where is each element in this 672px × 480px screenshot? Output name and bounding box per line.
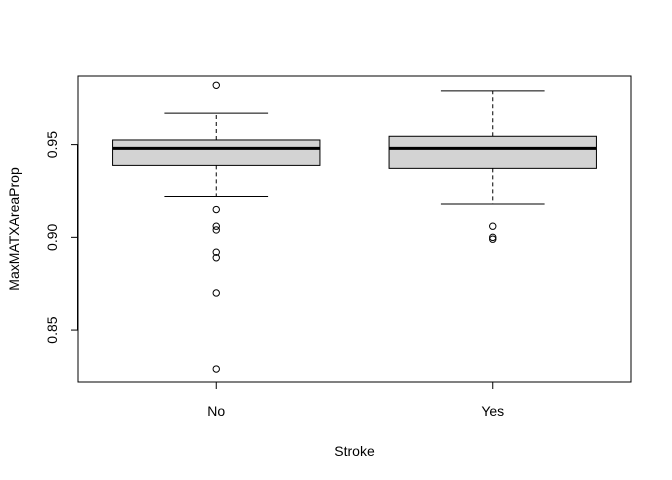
outlier-point <box>212 205 220 214</box>
box-group-no <box>112 81 321 373</box>
x-axis: No Yes <box>207 381 504 419</box>
iqr-box <box>388 135 597 169</box>
outlier-point <box>489 222 497 230</box>
outlier-point <box>489 235 497 243</box>
iqr-box <box>112 139 321 166</box>
outlier-point <box>212 365 220 373</box>
y-axis-label: MaxMATXAreaProp <box>6 167 22 291</box>
box-group-yes <box>388 90 597 243</box>
outlier-point <box>212 254 220 262</box>
y-tick-label: 0.90 <box>44 224 60 251</box>
plot-frame <box>77 75 632 383</box>
x-tick-label: Yes <box>481 403 504 419</box>
y-tick-label: 0.85 <box>44 316 60 343</box>
outlier-point <box>212 81 220 89</box>
y-tick-label: 0.95 <box>44 131 60 158</box>
box-series <box>112 81 597 373</box>
x-axis-label: Stroke <box>334 443 375 459</box>
outlier-point <box>212 289 220 297</box>
y-axis: 0.85 0.90 0.95 <box>44 131 78 344</box>
outlier-point <box>212 222 220 230</box>
outlier-point <box>212 248 220 256</box>
x-tick-label: No <box>207 403 225 419</box>
outlier-point <box>212 226 220 234</box>
